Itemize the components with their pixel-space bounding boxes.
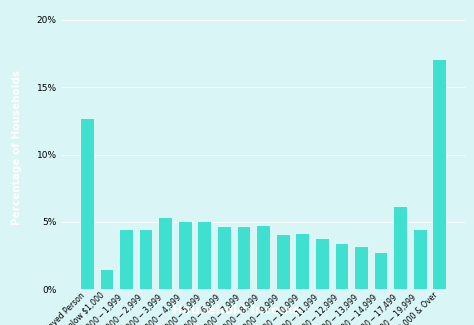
- Bar: [158, 216, 172, 289]
- Bar: [315, 238, 328, 289]
- Bar: [276, 234, 290, 289]
- Bar: [354, 246, 368, 289]
- Bar: [237, 226, 250, 289]
- Bar: [178, 221, 191, 289]
- Bar: [198, 221, 211, 289]
- Bar: [100, 269, 113, 289]
- Bar: [139, 229, 153, 289]
- Bar: [256, 225, 270, 289]
- Text: Percentage of Households: Percentage of Households: [11, 71, 22, 225]
- Bar: [80, 118, 94, 289]
- Bar: [374, 252, 387, 289]
- Bar: [295, 233, 309, 289]
- Bar: [217, 226, 231, 289]
- Bar: [119, 229, 133, 289]
- Bar: [335, 243, 348, 289]
- Bar: [413, 229, 427, 289]
- Bar: [393, 206, 407, 289]
- Bar: [432, 59, 446, 289]
- Text: Household Income: Household Income: [173, 304, 301, 317]
